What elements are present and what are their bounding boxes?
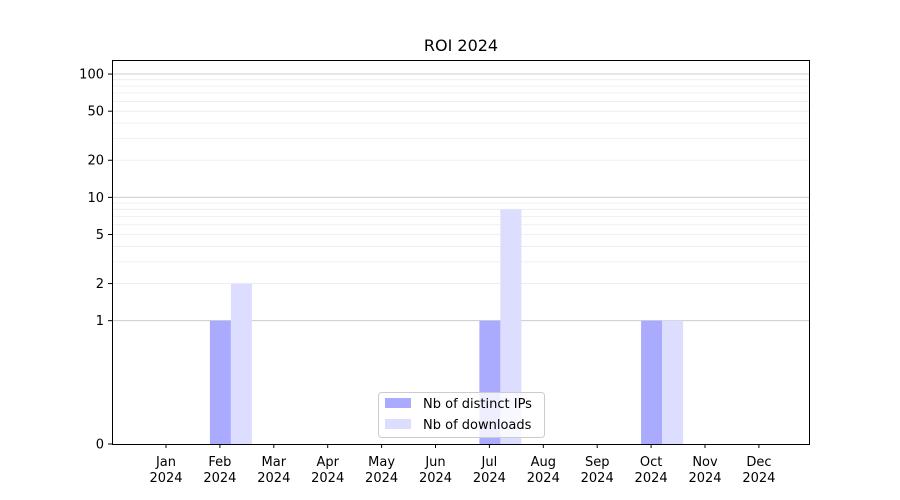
bar-downloads [662, 320, 684, 444]
x-tick-label-month: Dec [746, 455, 771, 470]
y-tick-label: 20 [87, 154, 104, 169]
bar-distinct-ips [641, 320, 663, 444]
bar-downloads [500, 209, 522, 444]
x-tick-label-year: 2024 [257, 471, 290, 486]
y-tick-label: 2 [96, 277, 104, 292]
y-axis-ticks: 0 1 2 5 10 20 50 100 [79, 68, 112, 453]
legend-swatch-downloads [385, 419, 411, 429]
legend-box [378, 392, 545, 438]
x-tick-label-month: Sep [585, 455, 610, 470]
x-tick-label-year: 2024 [635, 471, 668, 486]
y-tick-label: 5 [96, 228, 104, 243]
y-tick-label: 1 [96, 314, 104, 329]
axes-frame [112, 60, 810, 445]
y-tick-label: 0 [96, 438, 104, 453]
bars [209, 209, 684, 444]
x-tick-label-month: Feb [208, 455, 231, 470]
x-tick-label-month: Jun [424, 455, 445, 470]
x-tick-label-month: Mar [262, 455, 287, 470]
x-tick-label-year: 2024 [581, 471, 614, 486]
x-tick-label-year: 2024 [473, 471, 506, 486]
legend-swatch-distinct-ips [385, 398, 411, 408]
x-tick-label-month: Jan [155, 455, 176, 470]
x-tick-label-year: 2024 [203, 471, 236, 486]
x-tick-label-year: 2024 [527, 471, 560, 486]
x-tick-label-year: 2024 [149, 471, 182, 486]
x-tick-label-year: 2024 [688, 471, 721, 486]
bar-distinct-ips [209, 320, 231, 444]
grid-lines [112, 73, 809, 322]
y-tick-label: 10 [87, 191, 104, 206]
x-tick-label-month: Oct [640, 455, 662, 470]
x-axis-ticks: Jan2024Feb2024Mar2024Apr2024May2024Jun20… [149, 444, 775, 486]
x-tick-label-year: 2024 [742, 471, 775, 486]
chart-title: ROI 2024 [424, 36, 498, 55]
legend-label-downloads: Nb of downloads [423, 418, 532, 433]
legend: Nb of distinct IPs Nb of downloads [378, 392, 545, 438]
legend-label-distinct-ips: Nb of distinct IPs [423, 397, 532, 412]
x-tick-label-month: Jul [481, 455, 498, 470]
x-tick-label-year: 2024 [419, 471, 452, 486]
x-tick-label-month: Apr [316, 455, 339, 470]
bar-downloads [230, 283, 252, 444]
x-tick-label-year: 2024 [365, 471, 398, 486]
x-tick-label-year: 2024 [311, 471, 344, 486]
x-tick-label-month: May [368, 455, 395, 470]
y-tick-label: 100 [79, 68, 104, 83]
y-tick-label: 50 [87, 105, 104, 120]
x-tick-label-month: Aug [531, 455, 556, 470]
x-tick-label-month: Nov [692, 455, 718, 470]
